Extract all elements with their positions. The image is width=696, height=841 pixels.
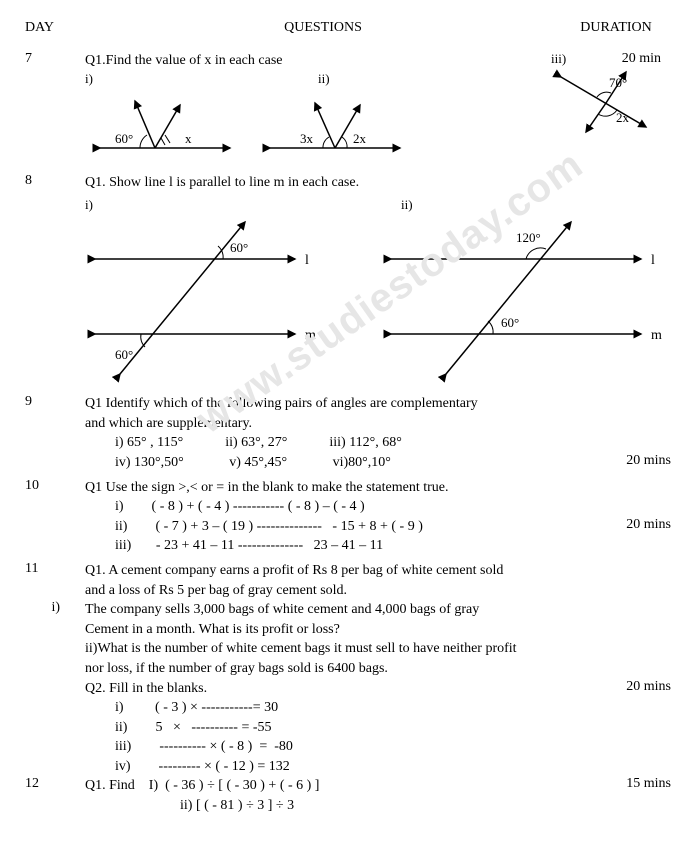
d7-a2b: 2x xyxy=(353,131,367,146)
day7-duration: 20 min xyxy=(622,51,661,67)
day9-num: 9 xyxy=(25,394,85,472)
day7-content: Q1.Find the value of x in each case i) i… xyxy=(85,51,551,168)
d8-l1: l xyxy=(305,253,309,268)
d8-diagram1: 60° 60° l m xyxy=(75,214,335,384)
d11-p1b: Cement in a month. What is its profit or… xyxy=(85,620,671,640)
day8-content: Q1. Show line l is parallel to line m in… xyxy=(85,173,551,193)
d10-q: Q1 Use the sign >,< or = in the blank to… xyxy=(85,478,671,498)
d7-angle1: 60° xyxy=(115,131,133,146)
day9-content: Q1 Identify which of the following pairs… xyxy=(85,394,671,472)
d7-iii: iii) xyxy=(551,51,566,67)
day11-num: 11 xyxy=(25,561,85,600)
day11-sub: i) The company sells 3,000 bags of white… xyxy=(25,600,671,776)
d7-diagram3: 70° 2x xyxy=(551,67,661,142)
d11-f2: ii) 5 × ---------- = -55 xyxy=(85,718,671,738)
d11-f3: iii) ---------- × ( - 8 ) = -80 xyxy=(85,737,671,757)
d8-i: i) xyxy=(85,197,93,212)
day7-question: Q1.Find the value of x in each case xyxy=(85,51,551,71)
d11-i: i) xyxy=(25,600,70,776)
d11-p2b: nor loss, if the number of gray bags sol… xyxy=(85,659,671,679)
d7-diagram2: 3x 2x xyxy=(255,93,415,168)
d9-q1b: and which are supplementary. xyxy=(85,414,671,434)
d9-dur: 20 mins xyxy=(591,453,671,473)
d11-q1: Q1. A cement company earns a profit of R… xyxy=(85,561,671,581)
d8-diagram2: 120° 60° l m xyxy=(371,214,671,384)
day9-row: 9 Q1 Identify which of the following pai… xyxy=(25,394,671,472)
header-duration: DURATION xyxy=(561,20,671,36)
day11-content: Q1. A cement company earns a profit of R… xyxy=(85,561,671,600)
d7-a3b: 2x xyxy=(616,110,630,125)
d10-dur: 20 mins xyxy=(591,517,671,537)
header-row: DAY QUESTIONS DURATION xyxy=(25,20,671,36)
d10-l1: i) ( - 8 ) + ( - 4 ) ----------- ( - 8 )… xyxy=(85,497,671,517)
day7-row: 7 Q1.Find the value of x in each case i)… xyxy=(25,51,671,168)
d11-dur: 20 mins xyxy=(591,679,671,699)
d11-f4: iv) --------- × ( - 12 ) = 132 xyxy=(85,757,671,777)
d11-f1: i) ( - 3 ) × -----------= 30 xyxy=(85,698,671,718)
header-questions: QUESTIONS xyxy=(85,20,561,36)
d7-x1: x xyxy=(185,131,192,146)
d8-ii: ii) xyxy=(401,197,413,212)
d9-opts1: i) 65° , 115° ii) 63°, 27° iii) 112°, 68… xyxy=(85,433,671,453)
d11-p2: ii)What is the number of white cement ba… xyxy=(85,639,671,659)
d7-a3a: 70° xyxy=(609,75,627,90)
day12-num: 12 xyxy=(25,776,85,815)
day10-num: 10 xyxy=(25,478,85,556)
d12-q: Q1. Find I) ( - 36 ) ÷ [ ( - 30 ) + ( - … xyxy=(85,776,591,796)
d9-opts2: iv) 130°,50° v) 45°,45° vi)80°,10° xyxy=(85,453,591,473)
d11-p1: The company sells 3,000 bags of white ce… xyxy=(85,600,671,620)
d8-m2: m xyxy=(651,328,662,343)
d7-a2a: 3x xyxy=(300,131,314,146)
d11-q2: Q2. Fill in the blanks. xyxy=(85,679,591,699)
d9-q1: Q1 Identify which of the following pairs… xyxy=(85,394,671,414)
d12-dur: 15 mins xyxy=(591,776,671,796)
day11-row: 11 Q1. A cement company earns a profit o… xyxy=(25,561,671,600)
day7-duration-col: iii) 20 min 70° 2x xyxy=(551,51,671,168)
d7-ii: ii) xyxy=(318,71,330,86)
d8-a2a: 120° xyxy=(516,230,541,245)
day8-row: 8 Q1. Show line l is parallel to line m … xyxy=(25,173,671,193)
day7-num: 7 xyxy=(25,51,85,168)
d8-a2b: 60° xyxy=(501,315,519,330)
day12-content: Q1. Find I) ( - 36 ) ÷ [ ( - 30 ) + ( - … xyxy=(85,776,671,815)
day8-num: 8 xyxy=(25,173,85,193)
d8-a1b: 60° xyxy=(115,347,133,362)
d7-diagram1: 60° x xyxy=(85,93,245,168)
d8-l2: l xyxy=(651,253,655,268)
day10-content: Q1 Use the sign >,< or = in the blank to… xyxy=(85,478,671,556)
d10-l3: iii) - 23 + 41 – 11 -------------- 23 – … xyxy=(85,536,671,556)
d11-q1b: and a loss of Rs 5 per bag of gray cemen… xyxy=(85,581,671,601)
day8-question: Q1. Show line l is parallel to line m in… xyxy=(85,173,551,193)
day10-row: 10 Q1 Use the sign >,< or = in the blank… xyxy=(25,478,671,556)
d10-l2: ii) ( - 7 ) + 3 – ( 19 ) -------------- … xyxy=(85,517,591,537)
header-day: DAY xyxy=(25,20,85,36)
d7-i: i) xyxy=(85,71,93,86)
day12-row: 12 Q1. Find I) ( - 36 ) ÷ [ ( - 30 ) + (… xyxy=(25,776,671,815)
d8-a1: 60° xyxy=(230,240,248,255)
d8-m1: m xyxy=(305,328,316,343)
